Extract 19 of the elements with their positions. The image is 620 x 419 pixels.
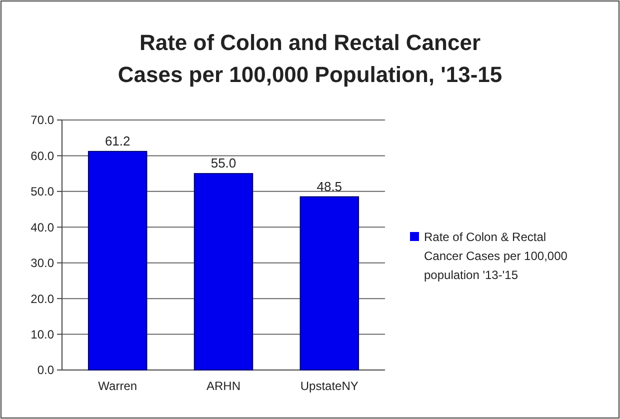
y-tick-label: 70.0	[30, 113, 54, 128]
data-label: 55.0	[210, 156, 236, 171]
y-tick-label: 20.0	[30, 292, 54, 306]
data-label: 48.5	[316, 178, 342, 194]
y-tick-label: 0.0	[37, 363, 54, 378]
y-tick-label: 30.0	[30, 256, 54, 270]
data-label: 61.2	[104, 133, 130, 148]
bar	[300, 196, 360, 370]
y-tick-label: 40.0	[30, 220, 54, 234]
bar	[88, 150, 148, 370]
legend-label: Rate of Colon & Rectal Cancer Cases per 100,000 population '13-'15	[424, 230, 568, 282]
x-tick-label: ARHN	[206, 379, 241, 393]
y-tick-label: 60.0	[30, 148, 54, 163]
y-tick-label: 50.0	[30, 184, 54, 199]
y-tick-label: 10.0	[30, 327, 54, 342]
bar	[194, 173, 254, 370]
chart-title: Rate of Colon and Rectal Cancer Cases per 100,000 Population, '13-15	[118, 30, 502, 87]
x-tick-label: UpstateNY	[300, 379, 358, 393]
x-tick-label: Warren	[98, 379, 138, 393]
